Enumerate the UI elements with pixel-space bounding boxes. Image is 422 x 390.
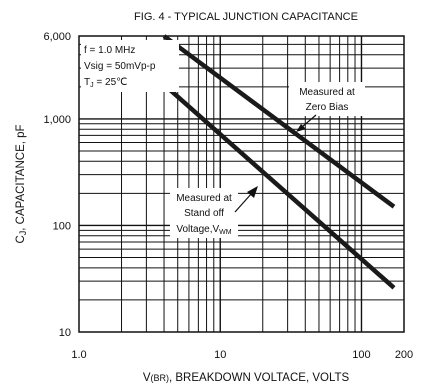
annotation-zero-bias-line2: Zero Bias [306, 102, 349, 113]
series-line-zero-bias [162, 34, 396, 209]
series-lines [162, 34, 396, 290]
y-tick-labels: 10 100 1,000 6,000 [43, 31, 71, 339]
annotation-zero-bias-box [289, 82, 365, 116]
annotation-zero-bias: Measured at Zero Bias [289, 82, 365, 132]
y-tick-label: 10 [59, 327, 71, 339]
x-tick-label: 10 [214, 349, 226, 361]
y-tick-label: 1,000 [43, 114, 71, 126]
condition-temperature: TJ = 25℃ [84, 77, 127, 89]
y-axis-label: CJ, CAPACITANCE, pF [15, 124, 28, 243]
annotation-zero-bias-leader [301, 114, 317, 128]
chart-title: FIG. 4 - TYPICAL JUNCTION CAPACITANCE [134, 11, 358, 23]
grid [79, 36, 404, 332]
x-tick-labels: 1.0 10 100 200 [71, 349, 413, 361]
series-line-standoff [162, 82, 396, 290]
annotation-standoff-leader [234, 192, 253, 213]
y-tick-label: 6,000 [43, 31, 71, 43]
annotation-standoff-line1: Measured at [176, 193, 232, 204]
annotation-zero-bias-line1: Measured at [299, 87, 355, 98]
annotation-standoff-box [170, 188, 238, 238]
condition-vsig: Vsig = 50mVp-p [84, 61, 156, 72]
annotation-zero-bias-arrowhead [296, 124, 306, 132]
conditions-box [81, 40, 179, 92]
y-tick-label: 100 [53, 220, 71, 232]
x-tick-label: 1.0 [71, 349, 86, 361]
annotation-standoff-line3: Voltage,VWM [176, 224, 231, 236]
x-tick-label: 100 [352, 349, 370, 361]
conditions-legend: f = 1.0 MHz Vsig = 50mVp-p TJ = 25℃ [81, 40, 179, 92]
annotation-standoff-arrowhead [247, 186, 258, 198]
annotation-standoff-line2: Stand off [184, 208, 224, 219]
x-axis-label: V(BR), BREAKDOWN VOLTACE, VOLTS [143, 372, 350, 384]
condition-frequency: f = 1.0 MHz [84, 45, 135, 56]
annotation-standoff: Measured at Stand off Voltage,VWM [170, 186, 258, 238]
x-tick-label: 200 [395, 349, 413, 361]
